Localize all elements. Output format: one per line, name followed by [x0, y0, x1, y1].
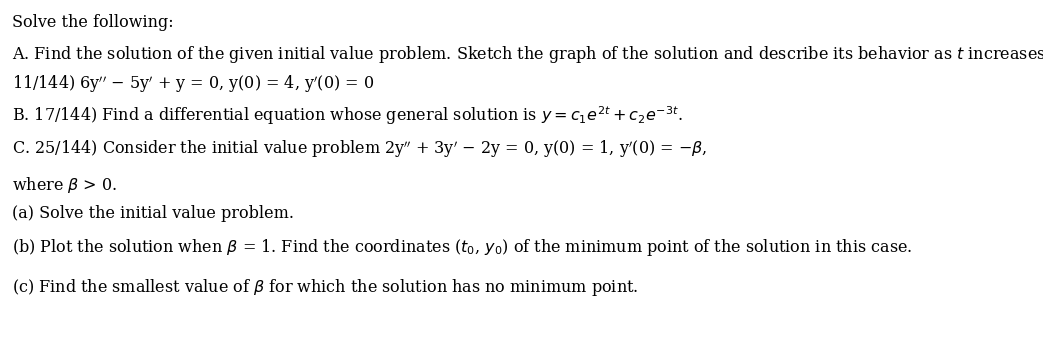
Text: C. 25/144) Consider the initial value problem 2y$''$ + 3y$'$ $-$ 2y = 0, y(0) = : C. 25/144) Consider the initial value pr…	[13, 139, 707, 160]
Text: (b) Plot the solution when $\beta$ = 1. Find the coordinates ($t_0$, $y_0$) of t: (b) Plot the solution when $\beta$ = 1. …	[13, 237, 913, 258]
Text: B. 17/144) Find a differential equation whose general solution is $y = c_1e^{2t}: B. 17/144) Find a differential equation …	[13, 104, 683, 127]
Text: 11/144) 6y$''$ $-$ 5y$'$ + y = 0, y(0) = 4, y$'$(0) = 0: 11/144) 6y$''$ $-$ 5y$'$ + y = 0, y(0) =…	[13, 74, 374, 95]
Text: where $\beta$ > 0.: where $\beta$ > 0.	[13, 175, 117, 195]
Text: (a) Solve the initial value problem.: (a) Solve the initial value problem.	[13, 205, 294, 222]
Text: Solve the following:: Solve the following:	[13, 14, 173, 31]
Text: A. Find the solution of the given initial value problem. Sketch the graph of the: A. Find the solution of the given initia…	[13, 44, 1043, 65]
Text: (c) Find the smallest value of $\beta$ for which the solution has no minimum poi: (c) Find the smallest value of $\beta$ f…	[13, 277, 638, 298]
